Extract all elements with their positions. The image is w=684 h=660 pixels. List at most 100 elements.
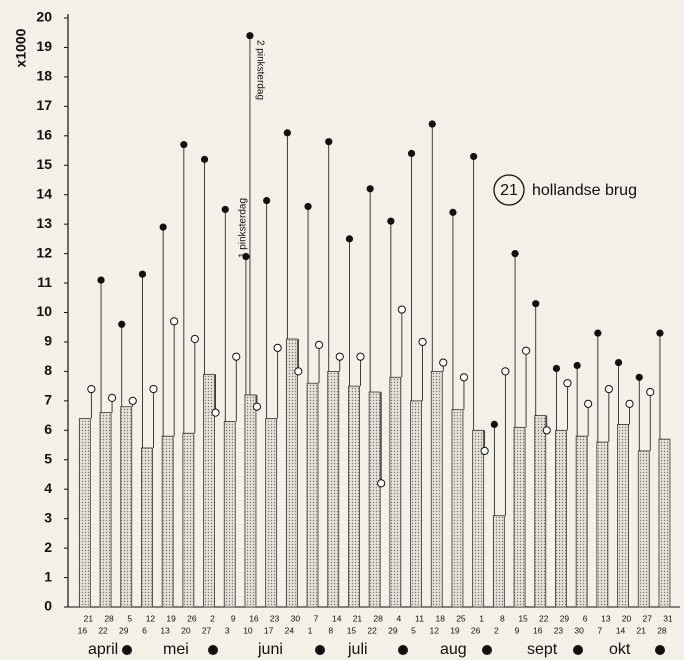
y-tick-label: 1 xyxy=(44,568,52,584)
x-tick-label: 12 xyxy=(146,613,156,623)
x-sub-label: 12 xyxy=(430,625,440,635)
y-tick-label: 6 xyxy=(44,421,52,437)
dot xyxy=(407,149,416,158)
month-separator xyxy=(208,645,218,655)
dot xyxy=(532,300,540,308)
month-separator xyxy=(482,645,492,655)
x-sub-label: 29 xyxy=(388,625,398,635)
bar xyxy=(430,370,443,608)
x-tick-label: 28 xyxy=(104,613,114,623)
bar xyxy=(306,382,319,608)
month-label: sept xyxy=(527,641,558,658)
x-sub-label: 22 xyxy=(98,625,108,635)
month-label: juni xyxy=(257,641,283,658)
x-tick-label: 16 xyxy=(249,613,259,623)
x-tick-label: 8 xyxy=(500,613,505,623)
bar xyxy=(265,418,278,608)
x-sub-label: 23 xyxy=(554,625,564,635)
x-tick-label: 4 xyxy=(396,613,401,623)
x-tick-label: 21 xyxy=(353,613,363,623)
dot xyxy=(656,329,664,337)
dot xyxy=(366,185,374,193)
bar xyxy=(492,515,505,608)
open-dot xyxy=(335,352,344,361)
dot xyxy=(304,202,312,211)
y-axis-label: x1000 xyxy=(13,28,29,67)
bar xyxy=(368,391,381,608)
bar xyxy=(555,429,567,608)
bar xyxy=(285,338,298,608)
x-sub-label: 13 xyxy=(160,625,170,635)
y-tick-label: 5 xyxy=(44,450,52,466)
dot xyxy=(159,223,167,231)
y-tick-label: 20 xyxy=(36,9,52,25)
y-tick-label: 14 xyxy=(36,185,52,201)
x-tick-label: 25 xyxy=(456,613,466,623)
x-tick-label: 28 xyxy=(373,613,383,623)
bar xyxy=(78,418,91,608)
dot xyxy=(635,373,643,381)
open-dot xyxy=(521,346,531,355)
x-sub-label: 21 xyxy=(637,625,647,635)
x-tick-label: 18 xyxy=(436,613,446,623)
annotation: 1 pinksterdag xyxy=(238,198,249,258)
x-sub-label: 15 xyxy=(347,625,357,635)
open-dot xyxy=(377,479,386,488)
bar xyxy=(244,394,257,608)
dot xyxy=(246,32,254,40)
y-tick-label: 8 xyxy=(44,362,52,378)
annotation: 2 pinksterdag xyxy=(254,40,265,100)
open-dot xyxy=(356,352,365,361)
dot xyxy=(449,208,457,216)
bar xyxy=(410,400,422,608)
open-dot xyxy=(314,340,324,349)
x-sub-label: 22 xyxy=(367,625,377,635)
month-label: okt xyxy=(609,641,631,658)
x-sub-label: 8 xyxy=(328,625,333,635)
dot xyxy=(200,155,209,163)
x-tick-label: 26 xyxy=(187,613,197,623)
y-tick-label: 12 xyxy=(36,244,52,260)
dot xyxy=(221,205,229,214)
dot xyxy=(573,361,581,370)
y-tick-label: 10 xyxy=(36,303,52,319)
open-dot xyxy=(211,408,220,417)
dot xyxy=(428,120,436,128)
open-dot xyxy=(128,396,137,405)
x-tick-label: 11 xyxy=(415,613,424,623)
month-separator xyxy=(573,645,583,655)
dot xyxy=(594,329,602,337)
open-dot xyxy=(87,384,96,394)
x-tick-label: 15 xyxy=(518,613,528,623)
dot xyxy=(138,270,147,278)
dot xyxy=(118,320,126,328)
label-text: hollandse brug xyxy=(532,182,637,199)
open-dot xyxy=(459,373,469,382)
bar xyxy=(389,376,402,608)
open-dot xyxy=(149,384,158,394)
bar xyxy=(182,432,195,608)
x-sub-label: 17 xyxy=(264,625,274,635)
open-dot xyxy=(480,446,489,456)
x-tick-label: 20 xyxy=(622,613,632,623)
dot xyxy=(552,364,561,373)
bar xyxy=(161,435,174,608)
x-tick-label: 6 xyxy=(583,613,588,623)
x-tick-label: 21 xyxy=(84,613,94,623)
x-sub-label: 14 xyxy=(616,625,626,635)
x-sub-label: 16 xyxy=(533,625,543,635)
bar xyxy=(596,441,609,608)
month-label: mei xyxy=(163,641,189,658)
x-tick-label: 27 xyxy=(643,613,653,623)
y-tick-label: 15 xyxy=(36,156,52,172)
bar xyxy=(658,438,671,608)
dot xyxy=(242,252,250,261)
x-tick-label: 22 xyxy=(539,613,549,623)
y-tick-label: 2 xyxy=(44,539,52,555)
y-tick-label: 18 xyxy=(36,68,52,84)
open-dot xyxy=(625,399,634,408)
dot xyxy=(97,276,105,284)
open-dot xyxy=(563,379,572,388)
bar xyxy=(348,385,360,608)
x-sub-label: 9 xyxy=(515,625,520,635)
